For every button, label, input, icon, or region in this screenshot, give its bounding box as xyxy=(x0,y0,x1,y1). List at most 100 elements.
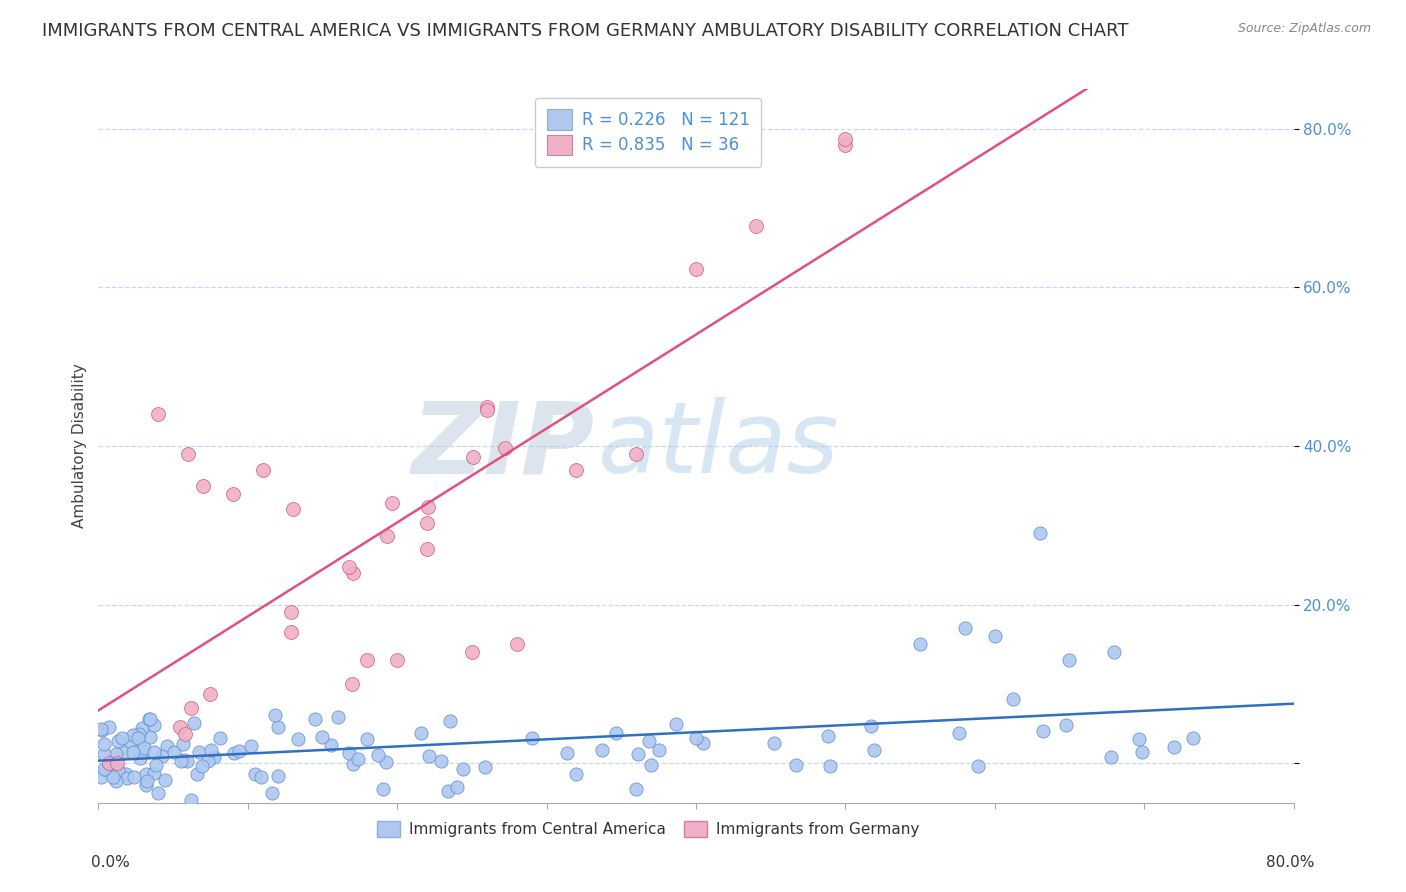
Point xyxy=(342,677,364,691)
Point xyxy=(1130,745,1153,759)
Point xyxy=(132,743,155,757)
Point xyxy=(834,132,856,146)
Point xyxy=(90,722,112,736)
Point xyxy=(416,500,439,514)
Point xyxy=(287,731,309,746)
Point xyxy=(409,726,432,740)
Point xyxy=(264,708,287,723)
Point xyxy=(169,720,191,734)
Point xyxy=(224,746,246,760)
Point xyxy=(381,496,404,510)
Point xyxy=(418,749,440,764)
Point xyxy=(180,701,202,715)
Point xyxy=(648,743,671,757)
Point xyxy=(967,758,990,772)
Point xyxy=(304,712,326,726)
Point xyxy=(692,736,714,750)
Point xyxy=(98,720,121,734)
Point xyxy=(134,741,156,756)
Point xyxy=(377,528,399,542)
Point xyxy=(139,731,162,745)
Point xyxy=(260,786,283,800)
Text: 0.0%: 0.0% xyxy=(91,855,131,870)
Point xyxy=(186,766,208,780)
Point xyxy=(665,716,688,731)
Point xyxy=(111,745,134,759)
Point xyxy=(356,731,378,746)
Point xyxy=(173,726,195,740)
Point xyxy=(197,754,219,768)
Point xyxy=(494,441,516,455)
Point xyxy=(142,745,165,759)
Point xyxy=(1032,724,1054,739)
Point xyxy=(127,744,149,758)
Point xyxy=(1181,731,1204,745)
Point xyxy=(142,718,165,732)
Point xyxy=(111,731,134,745)
Point xyxy=(209,731,232,745)
Point xyxy=(328,710,350,724)
Point xyxy=(605,726,627,740)
Point xyxy=(356,653,378,667)
Point xyxy=(685,261,707,276)
Point xyxy=(385,653,409,667)
Point xyxy=(138,712,160,726)
Point xyxy=(103,770,125,784)
Point xyxy=(1163,740,1185,755)
Point xyxy=(191,478,214,492)
Point xyxy=(204,750,226,764)
Point xyxy=(94,762,117,776)
Point xyxy=(624,781,647,796)
Point xyxy=(1059,653,1081,667)
Point xyxy=(367,747,389,762)
Point xyxy=(142,766,165,780)
Point xyxy=(319,739,342,753)
Point xyxy=(240,739,263,754)
Point xyxy=(155,772,177,787)
Point xyxy=(627,747,650,761)
Point xyxy=(93,747,115,761)
Point xyxy=(156,739,179,753)
Point xyxy=(107,734,129,748)
Point xyxy=(105,756,128,771)
Point xyxy=(267,769,290,783)
Point xyxy=(135,778,157,792)
Point xyxy=(250,770,273,784)
Point xyxy=(475,402,498,417)
Point xyxy=(474,760,496,774)
Point xyxy=(107,764,129,778)
Point xyxy=(280,605,302,619)
Point xyxy=(337,746,360,760)
Text: 80.0%: 80.0% xyxy=(1267,855,1315,870)
Point xyxy=(520,731,543,746)
Point xyxy=(222,486,245,500)
Point xyxy=(626,447,648,461)
Point xyxy=(172,738,194,752)
Point xyxy=(908,637,931,651)
Point xyxy=(170,754,193,768)
Point xyxy=(228,744,250,758)
Point xyxy=(446,780,468,795)
Point xyxy=(148,407,170,421)
Point xyxy=(93,737,115,751)
Point xyxy=(177,447,200,461)
Point xyxy=(337,560,360,574)
Point xyxy=(188,745,211,759)
Point xyxy=(127,731,149,746)
Point xyxy=(863,742,886,756)
Point xyxy=(266,720,288,734)
Point xyxy=(176,754,198,768)
Point xyxy=(150,749,173,764)
Point xyxy=(416,542,439,557)
Point xyxy=(1128,731,1150,746)
Point xyxy=(135,767,157,781)
Text: atlas: atlas xyxy=(598,398,839,494)
Text: IMMIGRANTS FROM CENTRAL AMERICA VS IMMIGRANTS FROM GERMANY AMBULATORY DISABILITY: IMMIGRANTS FROM CENTRAL AMERICA VS IMMIG… xyxy=(42,22,1129,40)
Point xyxy=(198,687,221,701)
Point xyxy=(461,450,484,464)
Point xyxy=(785,758,807,772)
Point xyxy=(131,721,153,735)
Point xyxy=(91,723,114,737)
Point xyxy=(817,730,839,744)
Y-axis label: Ambulatory Disability: Ambulatory Disability xyxy=(72,364,87,528)
